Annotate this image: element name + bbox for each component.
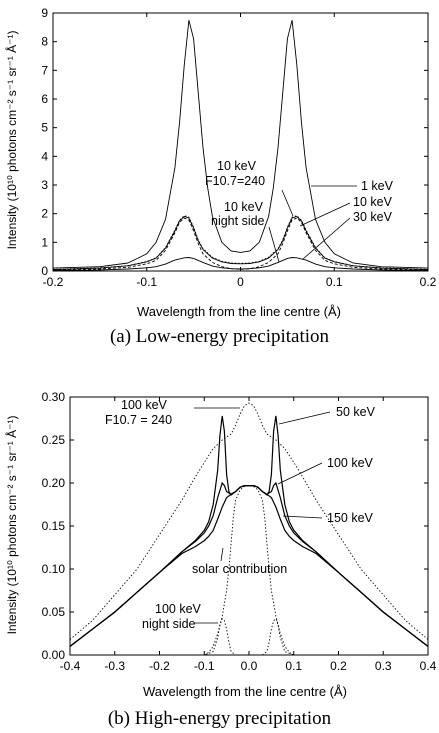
- annotation-10kev-night-b: night side: [211, 214, 265, 228]
- y-tick-label: 0.00: [42, 648, 66, 662]
- series-line-1-5: [70, 618, 428, 656]
- annotation-1kev: 1 keV: [361, 179, 394, 193]
- x-tick-label: 0.2: [330, 659, 347, 673]
- annotation-pointers-b: [194, 407, 331, 624]
- axes-b: -0.4 -0.3 -0.2 -0.1 0.0 0.1 0.2 0.3 0.4 0.00 0.05 0…: [42, 390, 437, 673]
- series-line-0-0: [52, 20, 429, 269]
- y-tick-label: 9: [41, 6, 48, 20]
- annotation-pointers-a: [268, 185, 357, 263]
- annotation-100kev-night-b: night side: [142, 617, 196, 631]
- annotation-100kev: 100 keV: [327, 456, 374, 470]
- annotation-10kev-f107-a: 10 keV: [217, 159, 257, 173]
- y-tick-label: 5: [41, 121, 48, 135]
- y-tick-label: 2: [41, 207, 48, 221]
- axes-a: -0.2 -0.1 0 0.1 0.2 0 1 2 3 4 5 6 7 8 9: [41, 6, 436, 289]
- annotation-10kev-night-a: 10 keV: [224, 200, 264, 214]
- x-tick-label: -0.2: [149, 659, 170, 673]
- x-tick-label: 0.2: [420, 275, 437, 289]
- x-tick-label: 0.3: [375, 659, 392, 673]
- series-line-1-4: [204, 485, 295, 656]
- x-tick-label: 0.4: [420, 659, 437, 673]
- x-tick-label: 0: [237, 275, 244, 289]
- y-axis-label-a: Intensity (10¹⁰ photons cm⁻² s⁻¹ sr⁻¹ Å⁻…: [4, 31, 19, 250]
- annotation-100kev-f107-a: 100 keV: [121, 398, 168, 412]
- plot-area-b: [69, 402, 429, 656]
- annotation-100kev-f107-b: F10.7 = 240: [105, 413, 172, 427]
- y-tick-label: 0.20: [42, 476, 66, 490]
- annotation-150kev: 150 keV: [327, 511, 374, 525]
- annotation-solar: solar contribution: [192, 562, 287, 576]
- x-tick-label: -0.2: [43, 275, 64, 289]
- series-line-0-1: [52, 215, 429, 271]
- caption-b: (b) High-energy precipitation: [107, 708, 332, 729]
- y-tick-label: 1: [41, 235, 48, 249]
- plot-area-a: [52, 20, 429, 271]
- y-axis-label-b: Intensity (10¹⁰ photons cm⁻² s⁻¹ sr⁻¹ Å⁻…: [4, 416, 19, 635]
- x-axis-label-a: Wavelength from the line centre (Å): [137, 304, 341, 319]
- plot-frame: [52, 12, 429, 272]
- annotation-100kev-night-a: 100 keV: [155, 602, 202, 616]
- x-tick-label: 0.1: [326, 275, 343, 289]
- annotation-30kev: 30 keV: [353, 210, 393, 224]
- annotation-10kev-f107-b: F10.7=240: [205, 174, 265, 188]
- x-tick-label: -0.1: [136, 275, 157, 289]
- y-tick-label: 0.25: [42, 433, 66, 447]
- y-tick-label: 8: [41, 35, 48, 49]
- y-tick-label: 0: [41, 264, 48, 278]
- y-tick-label: 0.15: [42, 519, 66, 533]
- y-tick-label: 6: [41, 92, 48, 106]
- annotation-10kev: 10 keV: [353, 195, 393, 209]
- series-line-1-0: [69, 415, 429, 647]
- x-tick-label: -0.1: [194, 659, 215, 673]
- y-tick-label: 0.10: [42, 562, 66, 576]
- y-tick-label: 4: [41, 149, 48, 163]
- caption-a: (a) Low-energy precipitation: [109, 326, 330, 347]
- x-tick-label: 0.0: [241, 659, 258, 673]
- chart-high-energy: -0.4 -0.3 -0.2 -0.1 0.0 0.1 0.2 0.3 0.4 0.00 0.05 0…: [4, 390, 437, 699]
- chart-low-energy: -0.2 -0.1 0 0.1 0.2 0 1 2 3 4 5 6 7 8 9 Wavelength fro…: [4, 6, 437, 319]
- y-tick-label: 3: [41, 178, 48, 192]
- x-tick-label: -0.3: [104, 659, 125, 673]
- y-tick-label: 0.30: [42, 390, 66, 404]
- plot-frame: [69, 396, 429, 656]
- series-line-1-3: [69, 402, 429, 640]
- x-tick-label: 0.1: [285, 659, 302, 673]
- x-axis-label-b: Wavelength from the line centre (Å): [143, 684, 347, 699]
- y-tick-label: 7: [41, 63, 48, 77]
- series-line-1-2: [69, 485, 429, 647]
- x-tick-label: -0.4: [60, 659, 81, 673]
- y-tick-label: 0.05: [42, 605, 66, 619]
- annotation-50kev: 50 keV: [336, 405, 376, 419]
